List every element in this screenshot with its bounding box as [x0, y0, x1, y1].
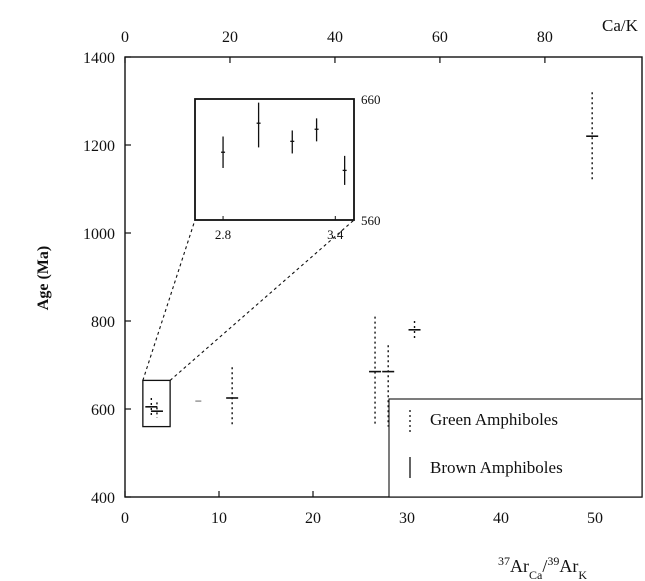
legend-green-label: Green Amphiboles [430, 410, 558, 429]
top-tick-label: 0 [121, 29, 129, 46]
top-tick-label: 40 [327, 29, 343, 46]
inset-frame [194, 98, 355, 221]
x-label-slash: / [542, 556, 547, 576]
legend-brown-label: Brown Amphiboles [430, 458, 563, 477]
y-tick-label: 1200 [83, 138, 115, 155]
x-tick-label: 30 [399, 510, 415, 527]
y-tick-label: 1400 [83, 50, 115, 67]
x-tick-label: 50 [587, 510, 603, 527]
top-tick-label: 20 [222, 29, 238, 46]
top-tick-label: 80 [537, 29, 553, 46]
x-label-sup1: 37 [498, 554, 510, 568]
x-tick-label: 0 [121, 510, 129, 527]
inset-x-tick-label: 2.8 [215, 227, 231, 242]
y-axis-label: Age (Ma) [35, 246, 52, 310]
x-label-sub2: K [578, 568, 587, 581]
inset-y-tick-label: 660 [361, 92, 381, 107]
x-label-base2: Ar [559, 556, 578, 576]
zoom-connector [142, 219, 196, 381]
y-tick-label: 800 [91, 314, 115, 331]
x-label-sup2: 39 [547, 554, 559, 568]
x-tick-label: 10 [211, 510, 227, 527]
x-label-base1: Ar [510, 556, 529, 576]
top-axis-label: Ca/K [602, 16, 639, 35]
plot-frame [124, 56, 643, 498]
y-tick-label: 400 [91, 490, 115, 507]
y-tick-label: 1000 [83, 226, 115, 243]
inset-x-tick-label: 3.4 [327, 227, 344, 242]
y-tick-label: 600 [91, 402, 115, 419]
top-tick-label: 60 [432, 29, 448, 46]
x-axis-label: 37ArCa/39ArK [498, 554, 587, 581]
legend-box [388, 398, 643, 498]
zoom-region [142, 379, 171, 428]
x-tick-label: 20 [305, 510, 321, 527]
zoom-connector [169, 219, 355, 381]
x-tick-label: 40 [493, 510, 509, 527]
x-label-sub1: Ca [529, 568, 543, 581]
inset-y-tick-label: 560 [361, 213, 381, 228]
